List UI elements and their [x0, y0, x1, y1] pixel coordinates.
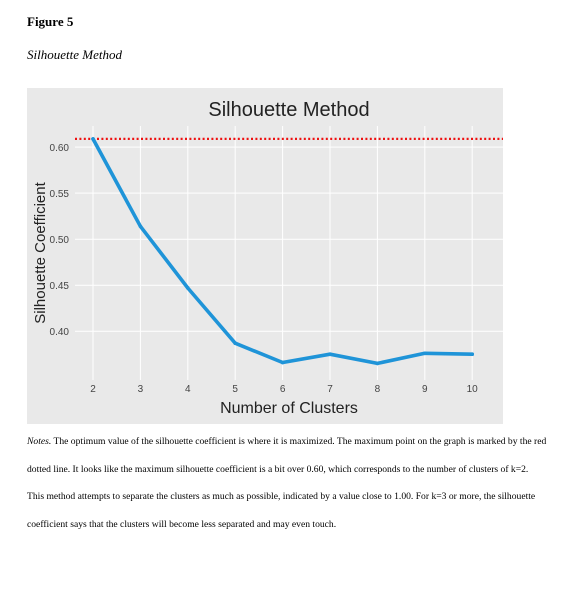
x-tick-label: 8: [375, 384, 381, 395]
chart-canvas: 0.40 0.45 0.50 0.55 0.60 2 3 4 5 6 7 8 9 10 Silhouet…: [27, 88, 503, 424]
x-tick-label: 3: [138, 384, 144, 395]
notes-lead: Notes.: [27, 436, 52, 447]
data-point: [280, 360, 285, 365]
chart-background: [27, 88, 503, 424]
notes-text: The optimum value of the silhouette coef…: [27, 436, 547, 530]
chart-series: [91, 137, 475, 366]
data-point: [422, 351, 427, 356]
data-point: [328, 352, 332, 357]
x-tick-label: 2: [90, 384, 96, 395]
data-point: [470, 352, 474, 357]
y-tick-label: 0.55: [50, 189, 70, 200]
x-tick-label: 9: [422, 384, 428, 395]
data-point: [186, 286, 190, 290]
data-point: [138, 224, 143, 229]
x-axis-label: Number of Clusters: [220, 400, 358, 417]
figure-caption: Silhouette Method: [27, 47, 122, 62]
figure-notes: Notes. The optimum value of the silhouet…: [27, 428, 547, 538]
y-tick-label: 0.40: [50, 327, 70, 338]
x-tick-label: 6: [280, 384, 286, 395]
figure-number: Figure 5: [27, 14, 74, 29]
data-point: [91, 137, 95, 141]
silhouette-chart: 0.40 0.45 0.50 0.55 0.60 2 3 4 5 6 7 8 9 10 Silhouet…: [27, 88, 503, 424]
y-axis-label: Silhouette Coefficient: [32, 181, 49, 323]
y-tick-label: 0.45: [50, 281, 70, 292]
y-tick-label: 0.50: [50, 235, 70, 246]
x-tick-label: 5: [232, 384, 238, 395]
y-tick-label: 0.60: [50, 143, 70, 154]
x-tick-label: 10: [467, 384, 479, 395]
chart-title: Silhouette Method: [208, 99, 369, 121]
chart-grid: [75, 126, 503, 380]
y-tick-labels: 0.40 0.45 0.50 0.55 0.60: [50, 143, 70, 338]
x-tick-label: 7: [327, 384, 333, 395]
data-point: [375, 361, 380, 366]
data-point: [233, 341, 238, 345]
x-tick-label: 4: [185, 384, 191, 395]
x-tick-labels: 2 3 4 5 6 7 8 9 10: [90, 384, 478, 395]
